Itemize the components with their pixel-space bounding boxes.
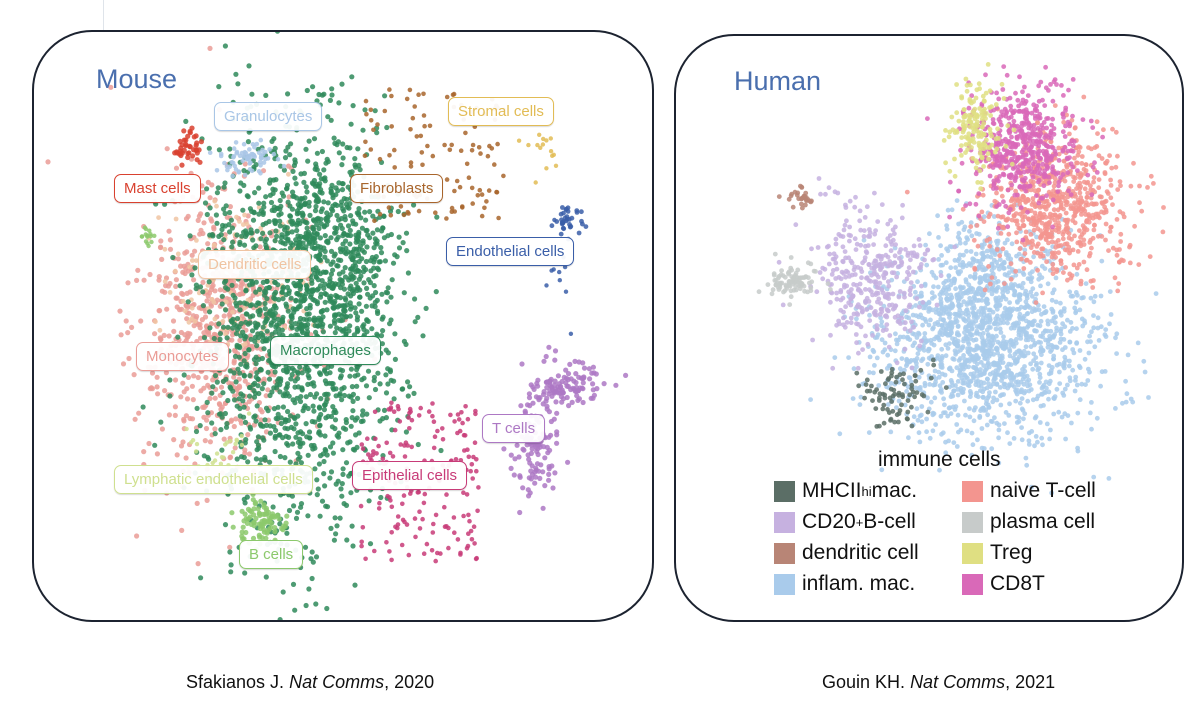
legend-item-cd8t: CD8T xyxy=(962,571,1045,597)
label-t-cells: T cells xyxy=(482,414,546,443)
human-umap-panel: Human immune cells MHCII hi mac. naive T-… xyxy=(674,34,1184,622)
legend-swatch xyxy=(774,511,795,533)
mouse-umap-panel: Mouse Granulocytes Stromal cells Mast ce… xyxy=(32,30,654,622)
legend-item-cd20-b-cell: CD20 + B-cell xyxy=(774,509,916,535)
legend-swatch xyxy=(962,480,983,502)
legend-swatch xyxy=(774,573,795,595)
label-endothelial-cells: Endothelial cells xyxy=(446,237,575,266)
legend-swatch xyxy=(962,511,983,533)
legend-item-mhcii-mac: MHCII hi mac. xyxy=(774,478,917,504)
citation-left: Sfakianos J. Nat Comms, 2020 xyxy=(186,672,435,692)
legend-item-inflam-mac: inflam. mac. xyxy=(774,571,915,597)
label-monocytes: Monocytes xyxy=(136,342,229,371)
label-stromal-cells: Stromal cells xyxy=(448,97,554,126)
label-granulocytes: Granulocytes xyxy=(214,102,323,131)
label-lymphatic-endothelial-cells: Lymphatic endothelial cells xyxy=(114,465,313,494)
label-epithelial-cells: Epithelial cells xyxy=(352,461,468,490)
legend-item-treg: Treg xyxy=(962,540,1032,566)
label-b-cells: B cells xyxy=(239,540,304,569)
label-mast-cells: Mast cells xyxy=(114,174,201,203)
legend-item-naive-t-cell: naive T-cell xyxy=(962,478,1096,504)
legend-swatch xyxy=(962,573,983,595)
legend-item-plasma-cell: plasma cell xyxy=(962,509,1095,535)
label-fibroblasts: Fibroblasts xyxy=(350,174,444,203)
legend-title: immune cells xyxy=(878,448,1001,471)
legend-swatch xyxy=(774,480,795,502)
legend-swatch xyxy=(774,542,795,564)
human-scatter xyxy=(756,62,1166,496)
label-macrophages: Macrophages xyxy=(270,336,381,365)
legend-item-dendritic-cell: dendritic cell xyxy=(774,540,919,566)
mouse-scatter xyxy=(45,32,629,620)
citation-right: Gouin KH. Nat Comms, 2021 xyxy=(822,672,1056,692)
mouse-panel-title: Mouse xyxy=(96,64,178,94)
human-panel-title: Human xyxy=(734,66,822,96)
legend-swatch xyxy=(962,542,983,564)
label-dendritic-cells: Dendritic cells xyxy=(198,250,312,279)
